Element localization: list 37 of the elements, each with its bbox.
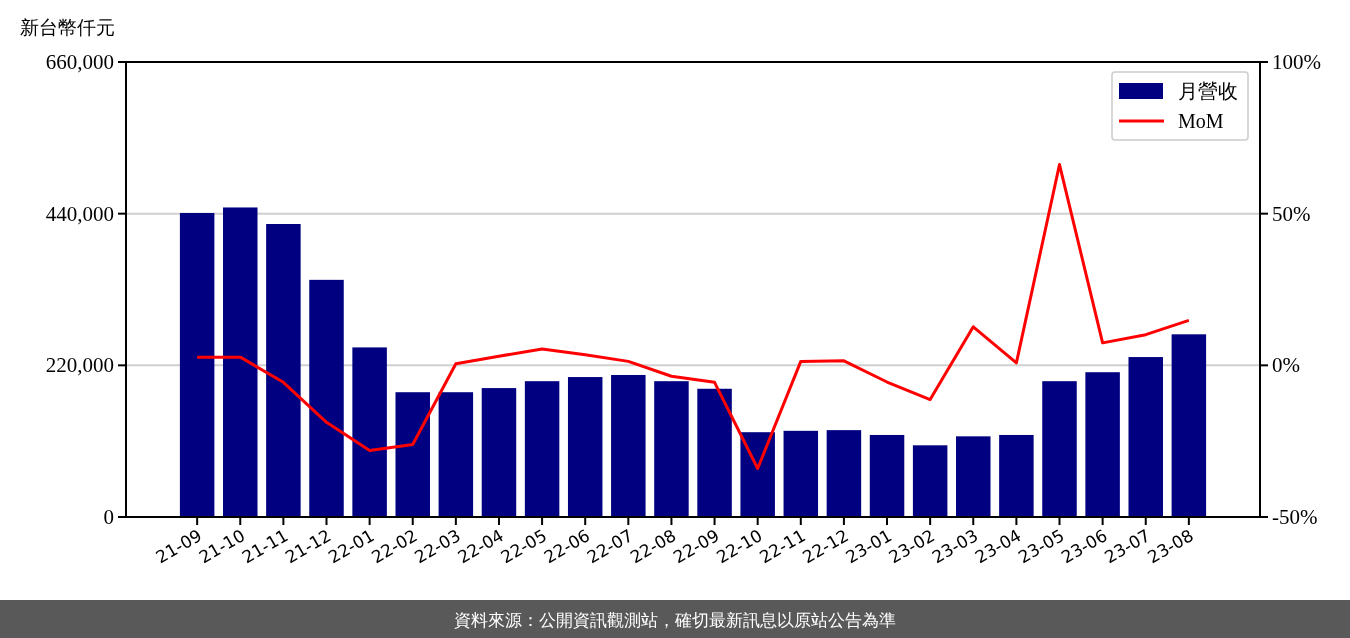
legend-label: 月營收 xyxy=(1178,80,1238,102)
bar xyxy=(266,224,301,517)
y2-tick-label: 0% xyxy=(1272,353,1300,378)
bar xyxy=(783,430,819,517)
y-tick-label: 0 xyxy=(103,505,114,529)
caption: 資料來源：公開資訊觀測站，確切最新訊息以原站公告為準 xyxy=(0,600,1350,638)
bar xyxy=(869,434,905,517)
bar xyxy=(395,392,430,517)
bar xyxy=(352,347,387,517)
bar xyxy=(654,381,689,517)
bar xyxy=(956,436,991,517)
bar xyxy=(1128,357,1163,517)
y-tick-label: 220,000 xyxy=(45,353,114,378)
bar xyxy=(438,392,474,517)
y-tick-label: 660,000 xyxy=(45,50,114,74)
bar xyxy=(179,212,215,517)
y-tick-label: 440,000 xyxy=(45,201,114,226)
bar xyxy=(1085,372,1120,517)
bar xyxy=(740,432,775,517)
bar xyxy=(611,374,646,517)
y2-tick-label: 100% xyxy=(1272,50,1321,74)
bar xyxy=(524,381,560,517)
y2-tick-label: -50% xyxy=(1272,505,1318,529)
bar xyxy=(1042,381,1077,517)
bar xyxy=(567,377,603,517)
bar xyxy=(481,388,517,517)
y2-tick-label: 50% xyxy=(1272,201,1311,226)
legend-label: MoM xyxy=(1178,110,1224,132)
bar xyxy=(826,430,862,517)
source-note: 資料來源：公開資訊觀測站，確切最新訊息以原站公告為準 xyxy=(454,610,896,630)
bar xyxy=(912,445,948,517)
bar xyxy=(1171,334,1207,517)
bar xyxy=(309,279,344,517)
bar xyxy=(697,388,732,517)
bar xyxy=(999,434,1034,517)
bar xyxy=(223,207,258,517)
y-axis-title: 新台幣仟元 xyxy=(20,17,115,38)
